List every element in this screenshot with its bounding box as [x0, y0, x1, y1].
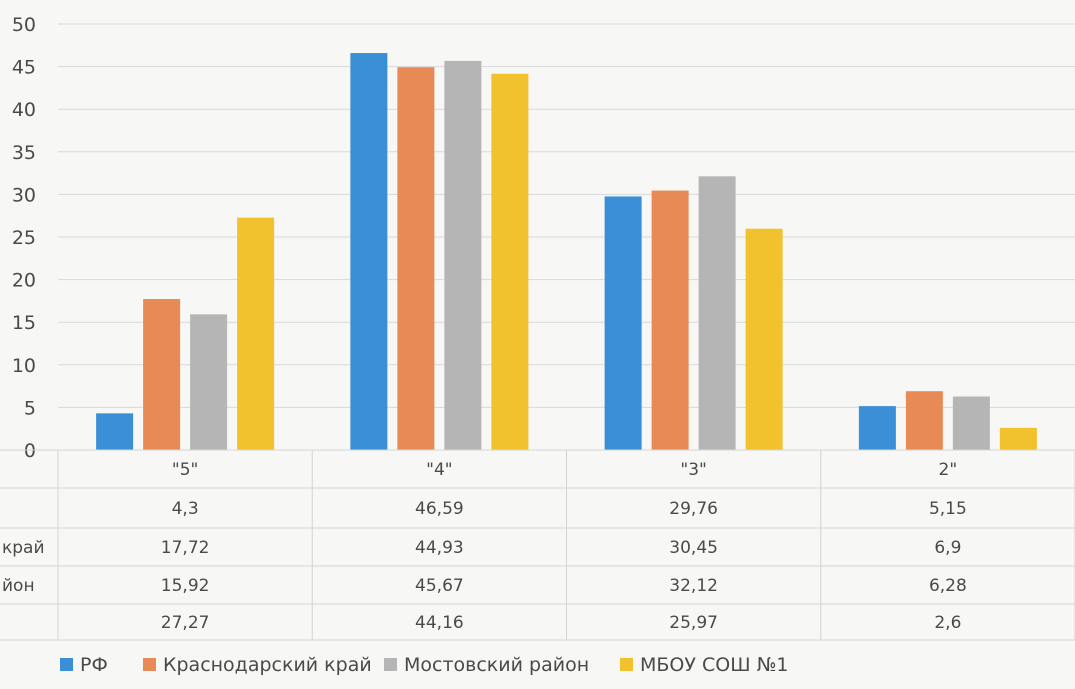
y-tick-label: 5	[24, 397, 36, 419]
legend-label: Мостовский район	[404, 654, 589, 676]
bar	[444, 60, 482, 450]
data-label: 32,12	[669, 576, 718, 596]
bar	[952, 396, 990, 450]
legend-label: РФ	[80, 654, 108, 676]
legend-label: МБОУ СОШ №1	[640, 654, 788, 676]
data-label: 45,67	[415, 576, 464, 596]
data-label: 5,15	[929, 499, 967, 519]
data-label: 6,9	[934, 538, 961, 558]
legend-swatch	[143, 658, 156, 671]
data-label: 29,76	[669, 499, 718, 519]
bar	[604, 196, 642, 450]
data-label: 4,3	[172, 499, 199, 519]
x-tick-label: 2"	[939, 460, 958, 480]
data-label: 44,16	[415, 613, 464, 633]
legend-swatch	[620, 658, 633, 671]
y-tick-label: 30	[12, 184, 36, 206]
bar	[745, 228, 783, 450]
table-row-label: край	[2, 538, 45, 558]
legend-swatch	[60, 658, 73, 671]
bar	[651, 190, 689, 451]
bar	[96, 413, 134, 450]
data-label: 2,6	[934, 613, 961, 633]
data-label: 17,72	[161, 538, 210, 558]
data-label: 6,28	[929, 576, 967, 596]
y-tick-label: 15	[12, 312, 36, 334]
y-tick-label: 20	[12, 270, 36, 292]
bar	[397, 67, 435, 450]
data-label: 25,97	[669, 613, 718, 633]
data-label: 15,92	[161, 576, 210, 596]
y-tick-label: 50	[12, 14, 36, 36]
y-tick-label: 35	[12, 142, 36, 164]
y-tick-label: 0	[24, 440, 36, 462]
y-tick-label: 45	[12, 57, 36, 79]
data-label: 44,93	[415, 538, 464, 558]
bar	[491, 73, 529, 450]
y-tick-label: 25	[12, 227, 36, 249]
y-tick-label: 10	[12, 355, 36, 377]
data-label: 27,27	[161, 613, 210, 633]
bar	[143, 299, 181, 450]
x-tick-label: "3"	[680, 460, 706, 480]
data-label: 46,59	[415, 499, 464, 519]
table-row-label: йон	[2, 576, 35, 596]
x-tick-label: "4"	[426, 460, 452, 480]
data-label: 30,45	[669, 538, 718, 558]
y-tick-label: 40	[12, 99, 36, 121]
bar	[905, 391, 943, 450]
bar	[190, 314, 228, 450]
bar	[237, 217, 275, 450]
legend-label: Краснодарский край	[163, 654, 372, 676]
x-tick-label: "5"	[172, 460, 198, 480]
legend-swatch	[384, 658, 397, 671]
bar	[350, 53, 388, 451]
bar	[858, 406, 896, 450]
bar	[999, 427, 1037, 450]
bar	[698, 176, 736, 451]
